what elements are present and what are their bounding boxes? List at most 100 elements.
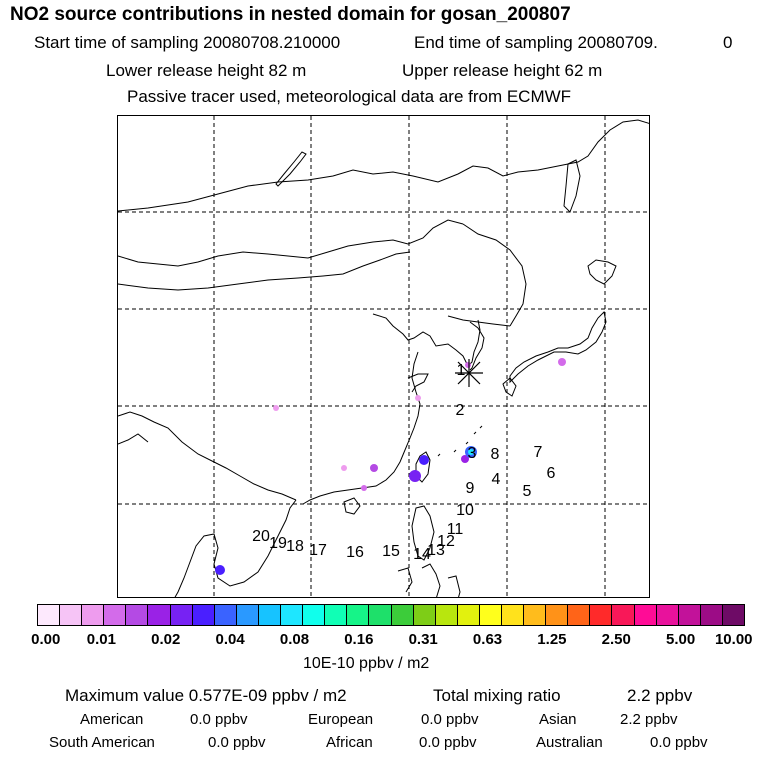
european-value: 0.0 ppbv xyxy=(421,711,479,728)
colorbar-tick-label: 1.25 xyxy=(537,631,567,648)
colorbar-swatch xyxy=(612,605,635,625)
colorbar-swatch xyxy=(170,605,193,625)
china-coastline xyxy=(302,313,481,505)
trajectory-label-11: 11 xyxy=(446,521,464,538)
colorbar-swatch xyxy=(656,605,679,625)
colorbar-swatch xyxy=(38,605,61,625)
trajectory-label-14: 14 xyxy=(413,546,431,563)
colorbar-swatch xyxy=(126,605,149,625)
colorbar-swatch xyxy=(435,605,458,625)
philippines-mindanao xyxy=(447,575,461,597)
colorbar-tick-label: 0.04 xyxy=(215,631,245,648)
colorbar-swatch xyxy=(391,605,414,625)
colorbar-tick-label: 0.00 xyxy=(31,631,61,648)
african-value: 0.0 ppbv xyxy=(419,734,477,751)
upper-release-height: Upper release height 62 m xyxy=(402,61,603,80)
source-spot xyxy=(361,485,367,491)
colorbar-swatch xyxy=(722,605,744,625)
source-spot xyxy=(370,464,378,472)
australian-value: 0.0 ppbv xyxy=(650,734,708,751)
colorbar-swatch xyxy=(303,605,326,625)
european-label: European xyxy=(308,711,374,728)
trajectory-label-19: 19 xyxy=(269,535,287,552)
colorbar-units: 10E-10 ppbv / m2 xyxy=(303,655,430,672)
trajectory-label-17: 17 xyxy=(309,542,327,559)
philippines-visayas xyxy=(421,563,441,597)
japan-honshu xyxy=(509,310,607,384)
chart-title: NO2 source contributions in nested domai… xyxy=(10,4,571,25)
trajectory-label-2: 2 xyxy=(455,402,465,419)
trajectory-label-16: 16 xyxy=(346,544,364,561)
trajectory-label-10: 10 xyxy=(456,502,474,519)
source-spot xyxy=(415,395,421,401)
trajectory-label-4: 4 xyxy=(491,471,501,488)
american-label: American xyxy=(80,711,144,728)
trajectory-label-1: 1 xyxy=(456,362,466,379)
map-canvas xyxy=(118,116,649,597)
colorbar-swatch xyxy=(634,605,657,625)
trajectory-label-15: 15 xyxy=(382,543,400,560)
colorbar-swatch xyxy=(413,605,436,625)
australian-label: Australian xyxy=(536,734,603,751)
trajectory-label-18: 18 xyxy=(286,538,304,555)
colorbar-swatch xyxy=(236,605,259,625)
manchuria-border xyxy=(462,223,527,327)
trajectory-label-20: 20 xyxy=(252,528,270,545)
colorbar-swatch xyxy=(214,605,237,625)
colorbar-tick-label: 5.00 xyxy=(666,631,696,648)
colorbar-tick-label: 0.01 xyxy=(86,631,116,648)
trajectory-label-6: 6 xyxy=(546,465,556,482)
colorbar-swatch xyxy=(82,605,105,625)
trajectory-label-5: 5 xyxy=(522,483,532,500)
source-spot xyxy=(468,449,474,455)
asian-value: 2.2 ppbv xyxy=(620,711,678,728)
ryukyu-islands xyxy=(437,425,483,457)
source-spot xyxy=(341,465,347,471)
japan-hokkaido xyxy=(587,259,617,285)
colorbar-swatch xyxy=(325,605,348,625)
colorbar-tick-label: 2.50 xyxy=(601,631,631,648)
map-panel: 1 2 3 4 5 6 7 8 9 10 11 12 13 14 15 16 1… xyxy=(117,115,650,598)
colorbar-swatch xyxy=(479,605,502,625)
total-mixing-label: Total mixing ratio xyxy=(433,686,561,705)
colorbar-swatch xyxy=(347,605,370,625)
colorbar-tick-label: 0.31 xyxy=(408,631,438,648)
source-spot xyxy=(461,455,469,463)
shandong-peninsula xyxy=(407,373,429,393)
colorbar-swatch xyxy=(700,605,723,625)
sakhalin-island xyxy=(563,159,581,213)
source-spot xyxy=(409,470,421,482)
colorbar-swatch xyxy=(524,605,547,625)
taiwan-island xyxy=(415,451,431,483)
american-value: 0.0 ppbv xyxy=(190,711,248,728)
source-spot xyxy=(215,565,225,575)
source-spot xyxy=(419,455,429,465)
end-time-label: End time of sampling 20080709. xyxy=(414,33,658,52)
start-time-label: Start time of sampling 20080708.210000 xyxy=(34,33,341,52)
colorbar-tick-label: 10.00 xyxy=(714,631,753,648)
colorbar-swatch xyxy=(568,605,591,625)
colorbar xyxy=(37,604,745,626)
mongolia-china-border xyxy=(118,251,411,291)
african-label: African xyxy=(326,734,373,751)
colorbar-swatch xyxy=(590,605,613,625)
source-spot xyxy=(558,358,566,366)
philippines-palawan xyxy=(397,567,413,593)
colorbar-swatch xyxy=(457,605,480,625)
colorbar-tick-label: 0.08 xyxy=(279,631,310,648)
lower-release-height: Lower release height 82 m xyxy=(106,61,307,80)
trajectory-label-12: 12 xyxy=(437,533,455,550)
colorbar-swatch xyxy=(60,605,83,625)
colorbar-swatch xyxy=(281,605,304,625)
trajectory-label-7: 7 xyxy=(533,444,543,461)
total-mixing-value: 2.2 ppbv xyxy=(627,686,693,705)
hainan-island xyxy=(343,497,361,515)
korea-east-coast xyxy=(469,321,485,371)
trajectory-label-13: 13 xyxy=(427,542,445,559)
colorbar-swatch xyxy=(148,605,171,625)
colorbar-swatch xyxy=(369,605,392,625)
colorbar-swatch xyxy=(546,605,569,625)
max-value-label: Maximum value 0.577E-09 ppbv / m2 xyxy=(65,686,347,705)
end-time-hour: 0 xyxy=(723,33,733,52)
colorbar-swatch xyxy=(192,605,215,625)
